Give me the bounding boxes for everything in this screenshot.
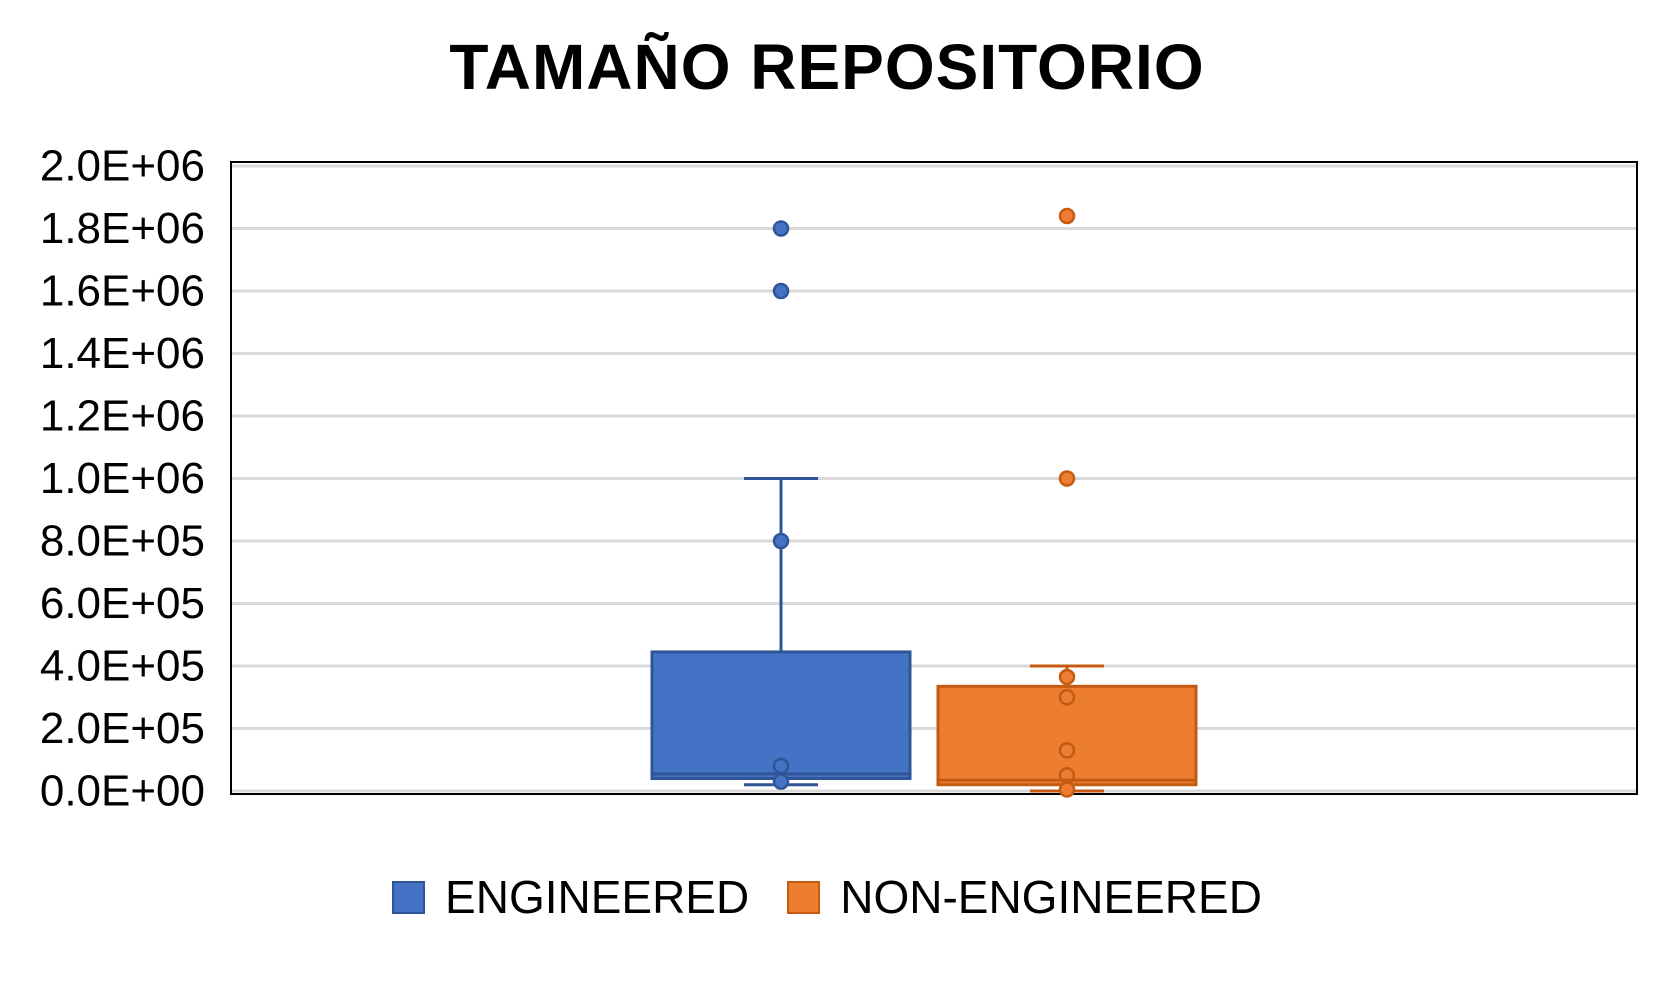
series-box-engineered: [650, 220, 912, 790]
series-boxes: [650, 207, 1198, 798]
y-tick-label: 4.0E+05: [40, 642, 205, 691]
data-point: [772, 773, 790, 790]
y-tick-label: 1.4E+06: [40, 329, 205, 378]
chart-title: TAMAÑO REPOSITORIO: [449, 31, 1205, 103]
gridlines: [231, 164, 1637, 793]
data-point: [1058, 470, 1076, 487]
legend-item-engineered: ENGINEERED: [392, 870, 749, 924]
y-tick-label: 1.2E+06: [40, 392, 205, 441]
data-point: [1058, 742, 1076, 759]
legend-item-non-engineered: NON-ENGINEERED: [787, 870, 1262, 924]
data-point: [1058, 689, 1076, 706]
legend-label-non-engineered: NON-ENGINEERED: [840, 871, 1262, 923]
y-tick-label: 6.0E+05: [40, 579, 205, 628]
data-point: [772, 282, 790, 300]
data-point: [772, 532, 790, 550]
y-tick-label: 1.6E+06: [40, 267, 205, 316]
data-point: [1058, 207, 1076, 225]
legend-swatch-non-engineered: [787, 880, 821, 914]
plot-area-border: [230, 161, 1638, 795]
data-point: [1058, 781, 1076, 798]
data-point: [1058, 668, 1076, 686]
data-point: [772, 220, 790, 237]
legend: ENGINEERED NON-ENGINEERED: [0, 870, 1654, 924]
iqr-box: [936, 684, 1198, 787]
iqr-box: [650, 650, 912, 780]
y-tick-label: 1.0E+06: [40, 454, 205, 503]
y-tick-label: 8.0E+05: [40, 517, 205, 566]
data-point: [772, 757, 790, 775]
y-axis-ticks: 0.0E+00 2.0E+05 4.0E+05 6.0E+05 8.0E+05 1.0E+…: [40, 142, 205, 816]
y-tick-label: 2.0E+06: [40, 142, 205, 191]
y-tick-label: 2.0E+05: [40, 704, 205, 753]
y-tick-label: 1.8E+06: [40, 204, 205, 253]
y-tick-label: 0.0E+00: [40, 767, 205, 816]
legend-label-engineered: ENGINEERED: [445, 871, 750, 923]
series-box-non-engineered: [936, 207, 1198, 798]
legend-swatch-engineered: [392, 880, 426, 914]
